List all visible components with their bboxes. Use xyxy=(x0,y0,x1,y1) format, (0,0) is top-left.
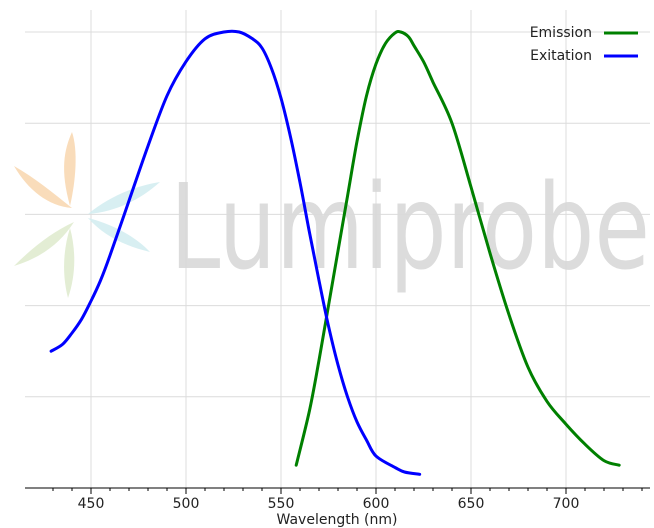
x-tick-label: 500 xyxy=(173,496,200,512)
series-layer xyxy=(49,29,621,476)
legend-label-emission: Emission xyxy=(530,25,592,41)
x-axis-ticks: 450 500 550 600 650 700 xyxy=(52,488,643,512)
watermark-text: Lumiprobe xyxy=(170,158,650,296)
gridlines xyxy=(25,10,650,488)
legend-item-exitation: Exitation xyxy=(530,48,638,64)
x-tick-label: 550 xyxy=(268,496,295,512)
lumiprobe-logo-icon xyxy=(14,132,160,298)
x-tick-label: 450 xyxy=(78,496,105,512)
legend: Emission Exitation xyxy=(530,25,638,64)
x-tick-label: 650 xyxy=(458,496,485,512)
series-line-emission xyxy=(294,30,621,467)
x-tick-label: 700 xyxy=(553,496,580,512)
x-axis-label: Wavelength (nm) xyxy=(277,512,398,528)
legend-item-emission: Emission xyxy=(530,25,638,41)
watermark: Lumiprobe xyxy=(14,132,650,298)
series-line-exitation xyxy=(49,29,422,476)
x-tick-label: 600 xyxy=(363,496,390,512)
legend-label-exitation: Exitation xyxy=(530,48,592,64)
